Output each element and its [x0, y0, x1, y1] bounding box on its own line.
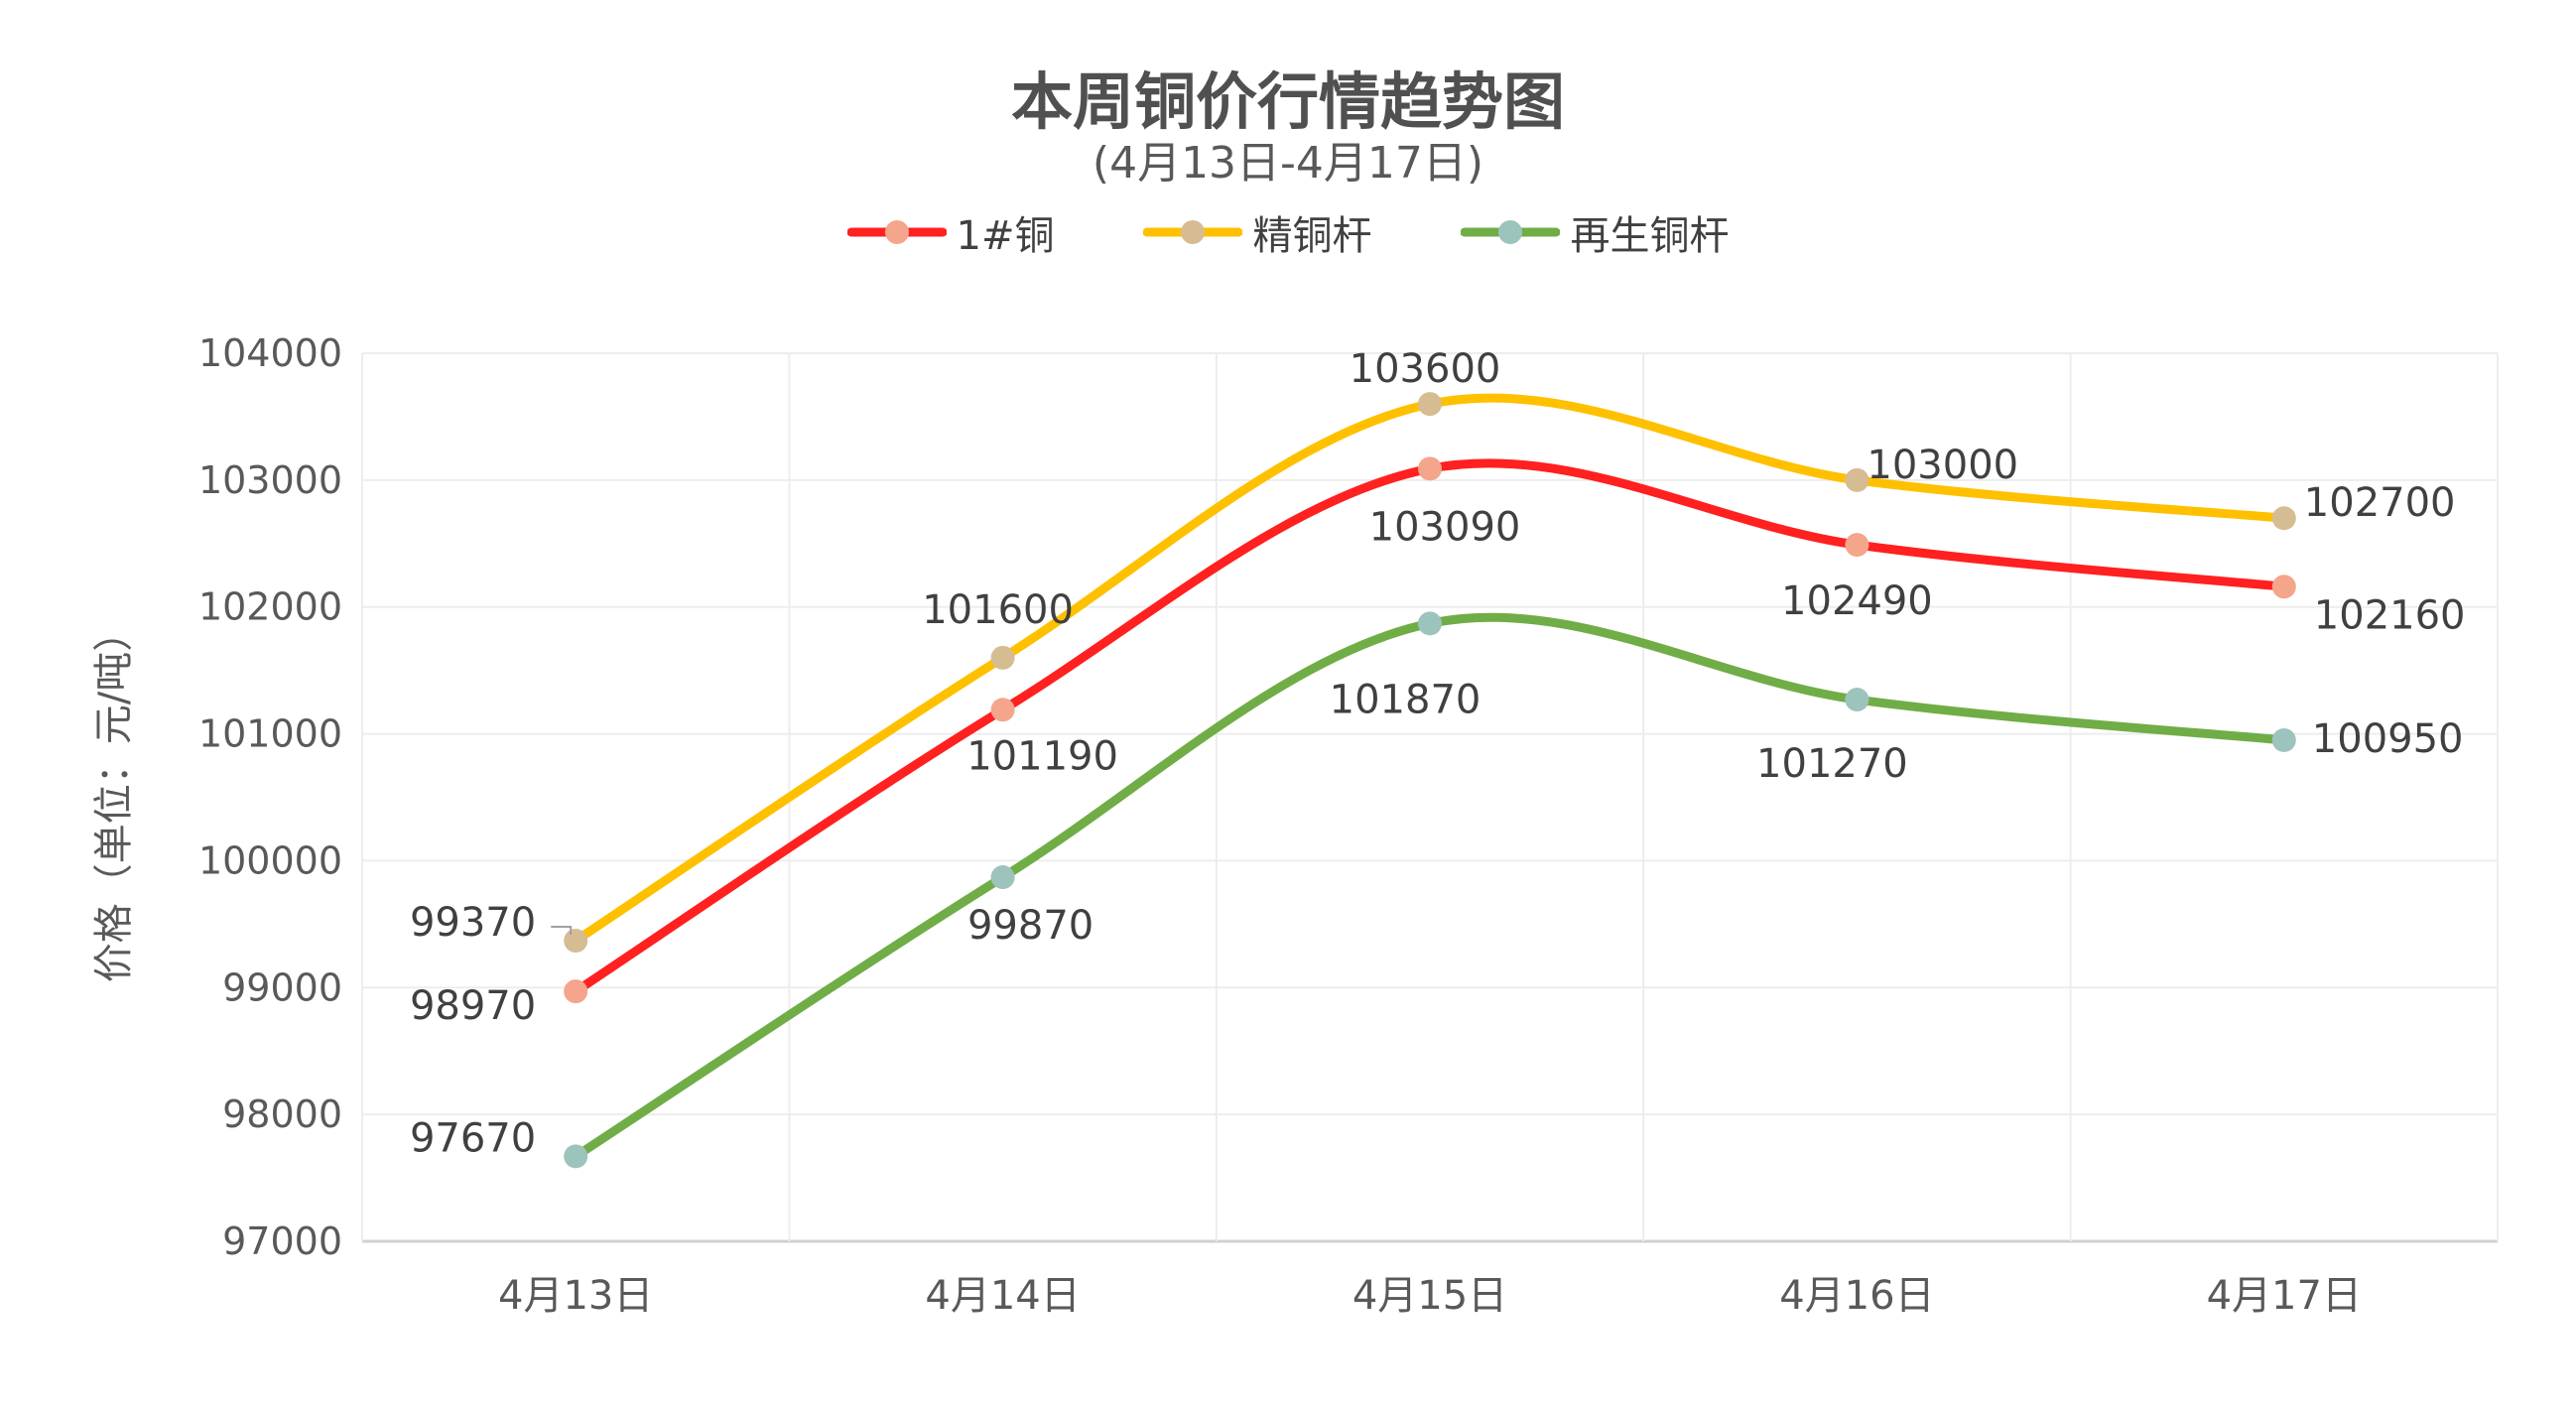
legend-marker-icon	[846, 220, 947, 244]
data-label: 103000	[1867, 443, 2018, 488]
data-point	[1845, 533, 1869, 558]
y-tick-label: 97000	[222, 1219, 342, 1263]
y-tick-label: 104000	[198, 331, 342, 375]
data-point	[1418, 611, 1442, 636]
data-label: 103090	[1369, 504, 1521, 550]
data-label: 101870	[1330, 677, 1481, 722]
data-label: 102700	[2304, 480, 2456, 526]
data-label: 103600	[1350, 346, 1501, 392]
x-tick-label: 4月15日	[1352, 1273, 1507, 1319]
data-point	[2271, 575, 2296, 599]
y-tick-label: 102000	[198, 585, 342, 629]
leader-line	[551, 925, 573, 935]
data-label: 99870	[967, 903, 1094, 949]
x-tick-label: 4月14日	[925, 1273, 1080, 1319]
data-point	[2271, 506, 2296, 531]
legend-label: 精铜杆	[1252, 213, 1372, 259]
data-point	[990, 645, 1015, 670]
data-label: 101600	[922, 587, 1074, 633]
x-tick-label: 4月17日	[2207, 1273, 2362, 1319]
y-tick-label: 103000	[198, 458, 342, 502]
legend-item: 再生铜杆	[1461, 203, 1729, 261]
data-label: 101270	[1756, 741, 1908, 787]
legend: 1#铜 精铜杆 再生铜杆	[0, 203, 2576, 261]
data-point	[990, 865, 1015, 890]
x-tick-label: 4月16日	[1779, 1273, 1934, 1319]
x-tick-label: 4月13日	[498, 1273, 653, 1319]
data-label: 100950	[2312, 716, 2464, 762]
legend-item: 1#铜	[846, 203, 1055, 261]
data-point	[564, 979, 588, 1004]
chart-title: 本周铜价行情趋势图	[1010, 65, 1565, 138]
data-label: 102490	[1781, 578, 1933, 624]
data-point	[564, 928, 588, 953]
data-point	[1845, 688, 1869, 712]
legend-label: 1#铜	[956, 213, 1055, 259]
chart-subtitle: (4月13日-4月17日)	[1092, 138, 1484, 189]
y-tick-label: 99000	[222, 965, 342, 1009]
data-point	[1418, 392, 1442, 417]
data-point	[990, 698, 1015, 722]
legend-marker-icon	[1461, 220, 1561, 244]
data-point	[1418, 456, 1442, 481]
data-label: 97670	[410, 1115, 536, 1161]
data-point	[1845, 467, 1869, 492]
y-tick-label: 100000	[198, 838, 342, 882]
legend-item: 精铜杆	[1143, 203, 1371, 261]
y-tick-label: 98000	[222, 1092, 342, 1136]
legend-marker-icon	[1143, 220, 1243, 244]
data-label: 101190	[966, 733, 1118, 779]
y-tick-label: 101000	[198, 712, 342, 756]
data-point	[564, 1144, 588, 1169]
data-label: 102160	[2314, 592, 2466, 638]
data-point	[2271, 727, 2296, 752]
y-axis-label: 价格（单位：元/吨）	[91, 612, 137, 982]
data-label: 98970	[410, 983, 536, 1029]
legend-label: 再生铜杆	[1570, 213, 1730, 259]
data-label: 99370	[410, 900, 536, 946]
